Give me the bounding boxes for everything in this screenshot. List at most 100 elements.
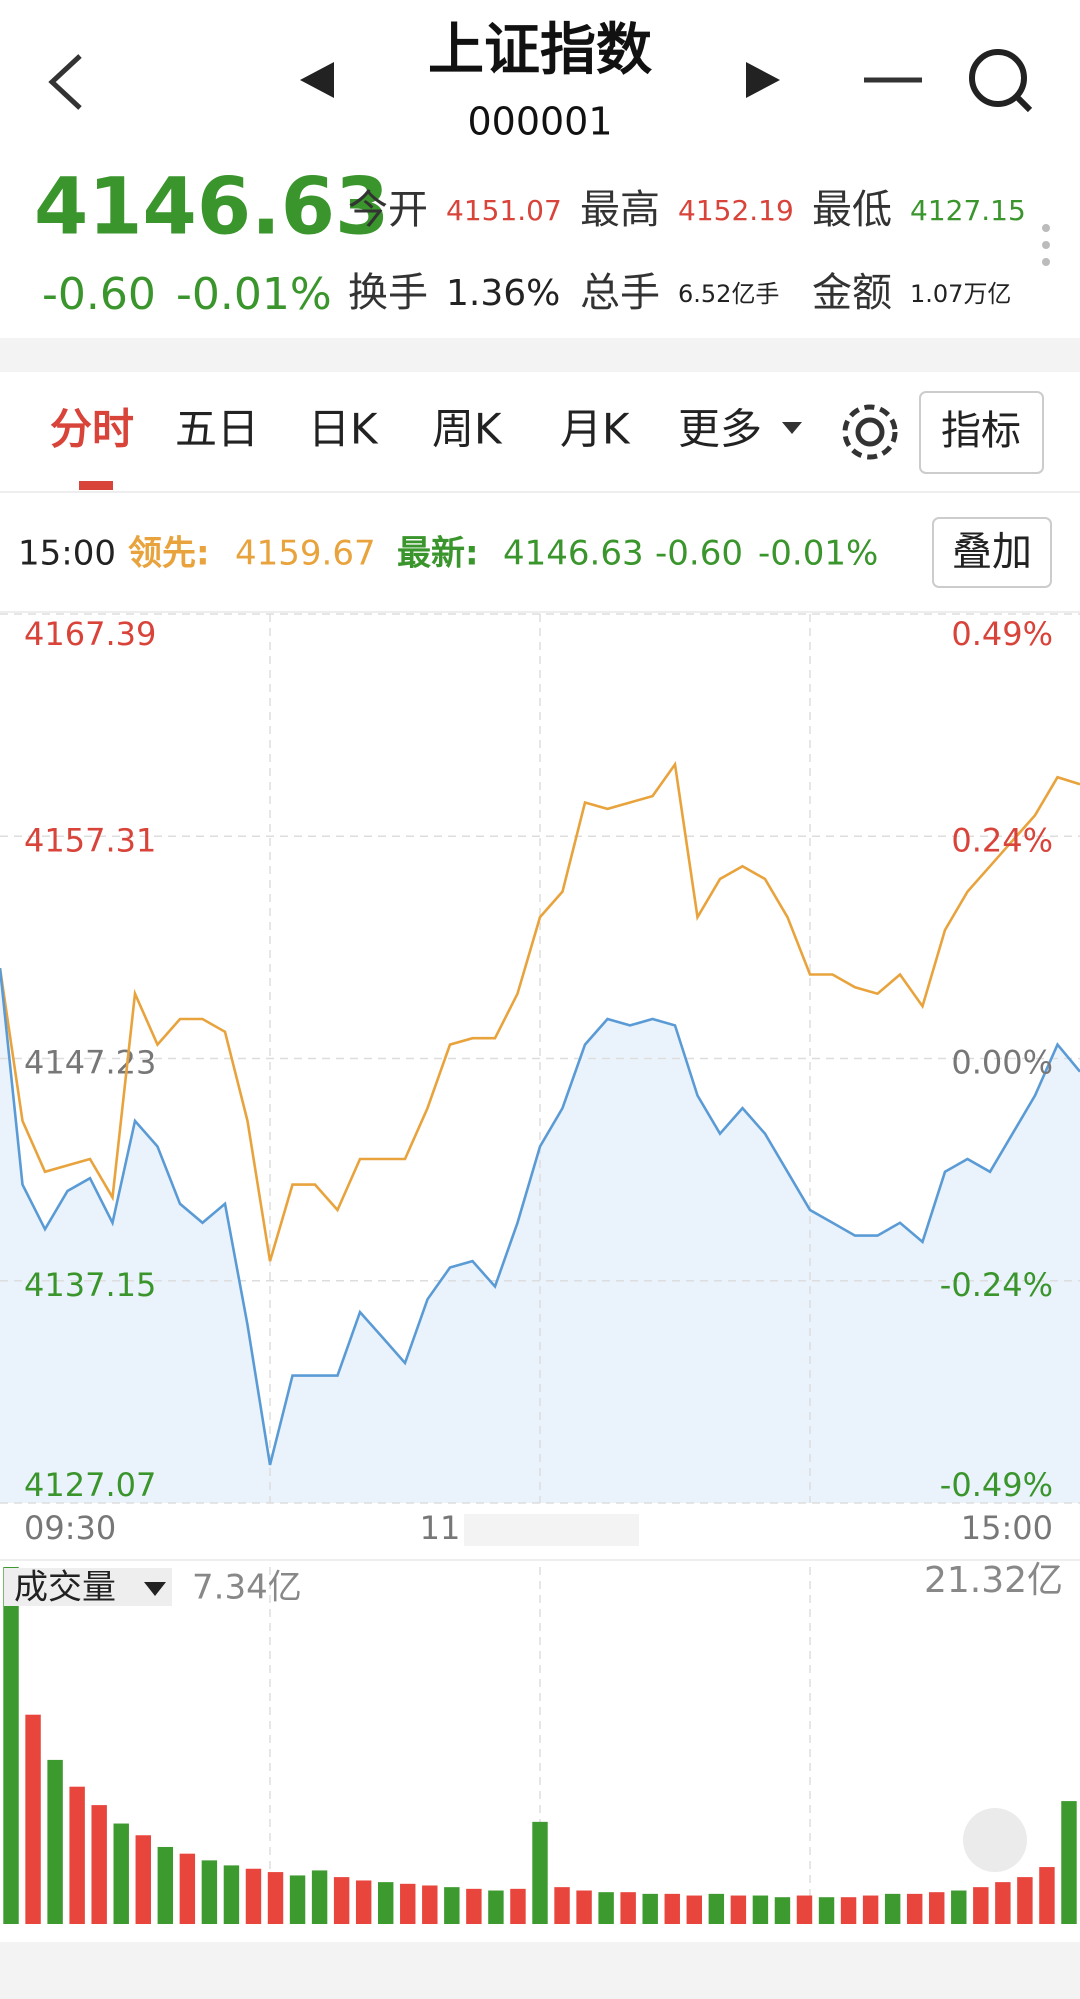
more-arrow[interactable] [782, 422, 802, 434]
stat-value: 1.07万亿 [910, 280, 1011, 308]
tab[interactable]: 周K [432, 405, 503, 454]
line [0, 967, 1080, 1466]
volume-bar [135, 1835, 151, 1924]
volume-bar [884, 1893, 901, 1924]
latest-pct: -0.01% [758, 534, 878, 574]
volume-bar [620, 1892, 636, 1924]
stat-label: 总手 [580, 270, 660, 316]
latest-change: -0.60 [655, 534, 743, 574]
y-tick-label: 4147.23 [24, 1044, 156, 1082]
volume-bar [686, 1895, 702, 1924]
volume-bar [223, 1865, 240, 1924]
volume-bar [862, 1895, 879, 1924]
lead-label: 领先: [128, 534, 210, 574]
next-button[interactable] [746, 62, 780, 98]
volume-bar [1061, 1801, 1077, 1924]
price-chart: 4167.39 4157.31 4147.23 4137.15 4127.07 0.49%… [0, 613, 1080, 1547]
volume-bar [554, 1887, 570, 1924]
volume-title: 成交量 [14, 1568, 116, 1608]
volume-selector[interactable] [4, 1568, 172, 1606]
tab[interactable]: 五日 [175, 405, 259, 454]
price: 4146.63 [34, 162, 389, 252]
stat-value: 4127.15 [910, 194, 1026, 227]
stat-value: 4152.19 [678, 194, 794, 227]
blur-mask [464, 1514, 639, 1546]
volume-bar [1039, 1867, 1055, 1924]
volume-bar [576, 1890, 592, 1924]
volume-bar [179, 1853, 196, 1924]
bottom-band [0, 1942, 1080, 1999]
volume-bar [995, 1882, 1011, 1924]
volume-bar [906, 1893, 923, 1924]
back-button[interactable] [48, 54, 82, 110]
stat-label: 金额 [812, 270, 892, 316]
latest-label: 最新: [397, 534, 479, 574]
more-dots [1042, 224, 1050, 266]
tab[interactable]: 更多 [678, 405, 762, 454]
stat-value: 4151.07 [446, 194, 562, 227]
latest-value: 4146.63 [503, 534, 644, 574]
volume-bar [951, 1890, 967, 1924]
x-tick-label: 11 [420, 1509, 461, 1547]
volume-bar [532, 1821, 548, 1924]
tabs: 分时 五日 日K 周K 月K 更多 [50, 405, 762, 454]
volume-bar [664, 1893, 680, 1924]
indicator-button[interactable] [919, 391, 1044, 474]
tab[interactable]: 分时 [50, 405, 134, 454]
x-tick-label: 15:00 [961, 1509, 1053, 1547]
volume-bar [47, 1759, 63, 1924]
y2-tick-label: -0.49% [940, 1466, 1053, 1504]
stat-label: 最低 [812, 187, 892, 233]
volume-max: 21.32亿 [924, 1560, 1063, 1601]
volume-bar [333, 1877, 350, 1924]
info-time: 15:00 [18, 534, 116, 574]
line [0, 761, 1080, 1262]
volume-bar [642, 1893, 658, 1924]
volume-bar [818, 1897, 835, 1924]
volume-bar [1017, 1877, 1033, 1924]
y-tick-label: 4167.39 [24, 615, 156, 653]
indicator-label: 指标 [941, 408, 1021, 454]
title: 上证指数 [428, 18, 652, 83]
volume-bar [355, 1880, 372, 1924]
stats: 今开 4151.07 最高 4152.19 最低 4127.15 换手 1.36% 总手 6.52… [348, 187, 1026, 316]
volume-bar [510, 1888, 526, 1924]
divider-band [0, 338, 1080, 372]
volume-bar [25, 1714, 41, 1924]
tab[interactable]: 日K [308, 405, 379, 454]
y-tick-label: 4157.31 [24, 821, 156, 859]
stat-value: 6.52亿手 [678, 280, 779, 308]
volume-bar [245, 1868, 262, 1924]
volume-bar [466, 1888, 482, 1924]
prev-button[interactable] [300, 62, 334, 98]
volume-bar [3, 1567, 19, 1924]
search-button[interactable] [969, 49, 1033, 113]
volume-bar [752, 1895, 769, 1924]
volume-bar [69, 1786, 85, 1924]
volume-arrow [144, 1582, 166, 1596]
settings-button[interactable] [842, 404, 898, 460]
overlay-label: 叠加 [952, 529, 1032, 575]
volume-bar [840, 1897, 857, 1924]
y-tick-label: 4137.15 [24, 1266, 156, 1304]
volume-bar [708, 1893, 725, 1924]
y2-tick-label: -0.24% [940, 1266, 1053, 1304]
volume-bar [91, 1805, 107, 1924]
volume-bar [201, 1860, 218, 1924]
volume-bar [113, 1823, 129, 1924]
volume-bar [157, 1846, 174, 1924]
x-tick-label: 09:30 [24, 1509, 116, 1547]
volume-bar [973, 1887, 989, 1924]
volume-bar [267, 1872, 284, 1924]
volume-bar [311, 1870, 328, 1924]
volume-chart: 成交量 7.34亿 21.32亿 [3, 1560, 1077, 1924]
volume-current: 7.34亿 [192, 1568, 302, 1608]
volume-bar [774, 1897, 791, 1924]
overlay-button[interactable] [932, 517, 1052, 588]
volume-bar [796, 1895, 813, 1924]
expand-button[interactable] [963, 1808, 1027, 1872]
tab[interactable]: 月K [560, 405, 631, 454]
volume-bar [929, 1892, 945, 1924]
